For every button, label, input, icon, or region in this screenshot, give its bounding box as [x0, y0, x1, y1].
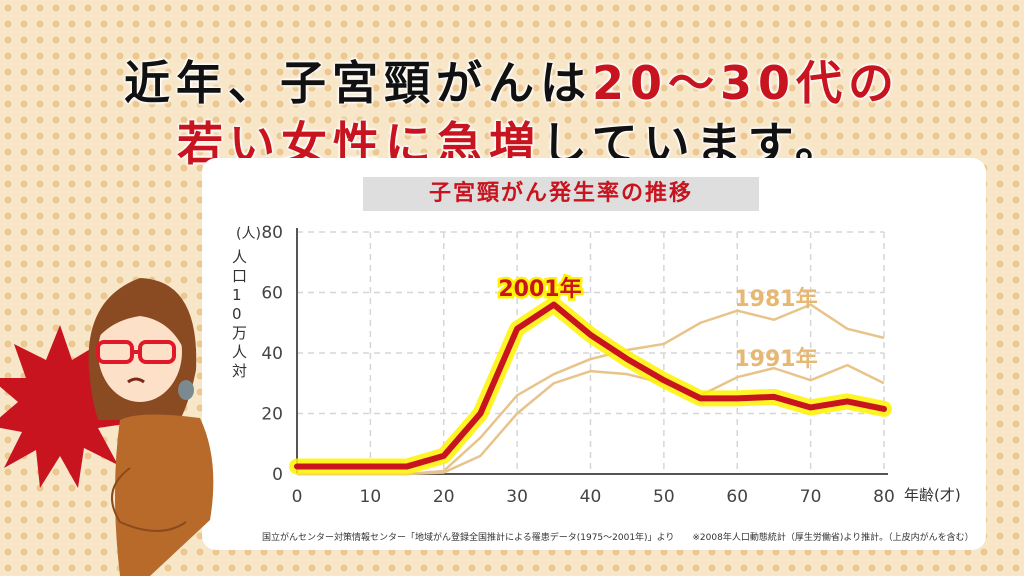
y-tick-label: 20	[261, 405, 283, 425]
x-axis-label: 年齢(才)	[904, 486, 961, 504]
source-note: 国立がんセンター対策情報センター「地域がん登録全国推計による罹患データ(1975…	[262, 533, 974, 543]
x-tick-label: 80	[873, 487, 895, 507]
series-label-1991: 1991年	[734, 346, 817, 372]
headline-line-1: 近年、子宮頸がんは20～30代の	[0, 55, 1024, 111]
y-tick-label: 60	[261, 284, 283, 304]
x-tick-label: 70	[800, 487, 822, 507]
woman-icon	[88, 278, 214, 576]
y-axis-label: 人口 1 0 万人対	[232, 248, 247, 380]
y-tick-label: 40	[261, 344, 283, 364]
series-label-2001: 2001年	[498, 276, 581, 302]
x-tick-label: 20	[433, 487, 455, 507]
headline-line-1-red: 20～30代の	[591, 56, 901, 110]
pain-burst-icon	[0, 325, 138, 488]
x-tick-label: 40	[580, 487, 602, 507]
y-tick-label: 80	[261, 223, 283, 243]
x-tick-label: 30	[506, 487, 528, 507]
x-tick-label: 0	[292, 487, 303, 507]
y-axis-unit: (人)	[236, 226, 261, 242]
series-2001-line	[294, 301, 887, 470]
x-tick-label: 50	[653, 487, 675, 507]
series-label-1981: 1981年	[734, 286, 817, 312]
chart-title: 子宮頸がん発生率の推移	[363, 177, 759, 211]
chart-panel	[202, 158, 986, 550]
x-tick-label: 60	[726, 487, 748, 507]
headline-line-1-dark: 近年、子宮頸がんは	[123, 56, 592, 110]
x-tick-label: 10	[360, 487, 382, 507]
y-tick-label: 0	[272, 465, 283, 485]
woman-in-pain-illustration	[0, 278, 214, 576]
